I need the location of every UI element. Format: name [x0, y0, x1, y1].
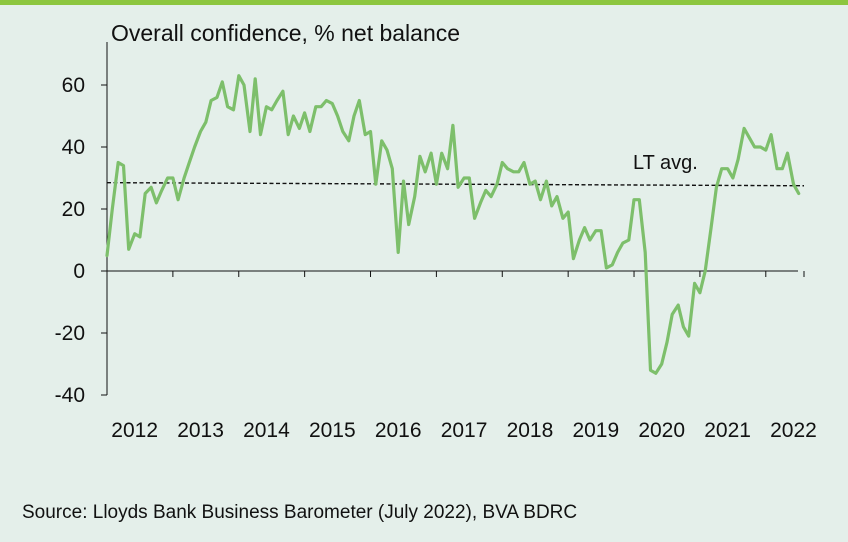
reference-lines: LT avg. — [106, 152, 805, 187]
x-tick-label: 2017 — [441, 419, 488, 442]
y-axis: -40 -20 0 20 40 60 — [55, 42, 108, 407]
y-tick-label: -40 — [55, 384, 85, 407]
confidence-series-line — [105, 74, 801, 375]
x-tick-label: 2019 — [572, 419, 619, 442]
x-tick-label: 2021 — [704, 419, 751, 442]
y-tick-label: 20 — [62, 198, 85, 221]
x-tick-label: 2013 — [177, 419, 224, 442]
top-accent-bar — [0, 0, 848, 5]
y-tick-label: 60 — [62, 74, 85, 97]
source-note: Source: Lloyds Bank Business Barometer (… — [22, 502, 578, 523]
y-tick-label: -20 — [55, 322, 85, 345]
x-tick-label: 2022 — [770, 419, 817, 442]
x-tick-label: 2020 — [638, 419, 685, 442]
x-tick-label: 2014 — [243, 419, 290, 442]
series-group — [105, 74, 801, 375]
x-axis: 2012 2013 2014 2015 2016 2017 2018 2019 2020 2021… — [107, 270, 817, 442]
lt-avg-label: LT avg. — [633, 152, 698, 174]
lt-avg-line — [106, 181, 805, 187]
y-tick-label: 0 — [73, 260, 85, 283]
x-tick-label: 2012 — [111, 419, 158, 442]
chart-title: Overall confidence, % net balance — [111, 20, 461, 46]
x-tick-label: 2016 — [375, 419, 422, 442]
y-tick-label: 40 — [62, 136, 85, 159]
x-tick-label: 2015 — [309, 419, 356, 442]
x-tick-label: 2018 — [507, 419, 554, 442]
